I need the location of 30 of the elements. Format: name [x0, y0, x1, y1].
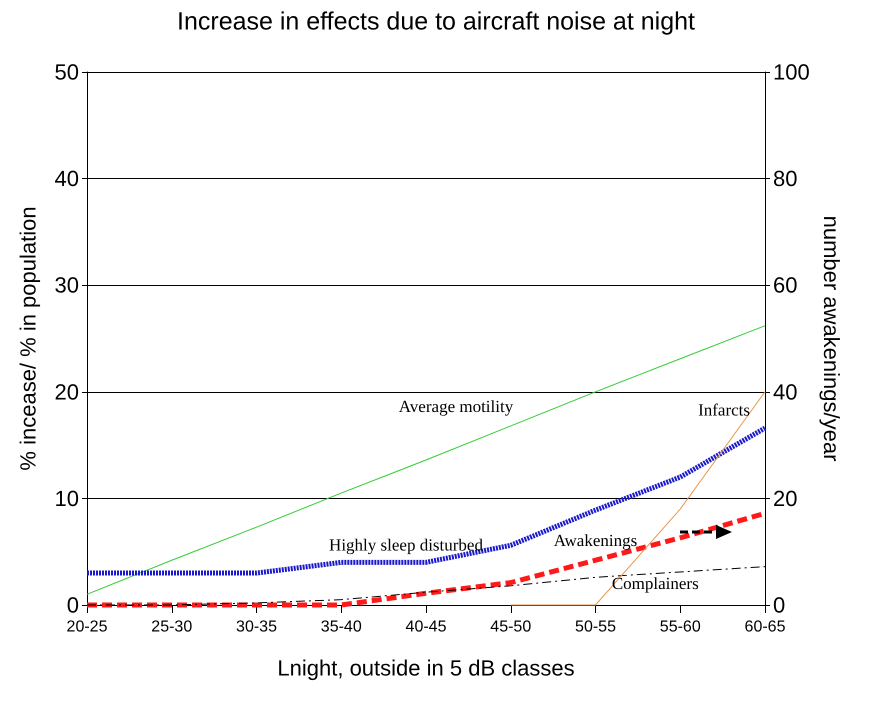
- y2-tick-label: 80: [773, 166, 798, 192]
- y-tick-label: 40: [54, 166, 79, 192]
- y-axis-title: % incease/ % in population: [16, 206, 40, 471]
- x-tick-label: 55-60: [660, 618, 701, 636]
- series-label: Average motility: [398, 397, 514, 416]
- x-tick-label: 20-25: [66, 618, 108, 636]
- x-axis-title: Lnight, outside in 5 dB classes: [277, 656, 575, 680]
- x-tick-label: 45-50: [490, 618, 532, 636]
- y-tick-label: 20: [54, 379, 79, 404]
- series-label: Awakenings: [554, 531, 638, 550]
- x-tick-label: 40-45: [406, 618, 447, 636]
- y-tick-label: 30: [54, 272, 79, 298]
- y2-axis-title: number awakenings/year: [819, 216, 844, 462]
- x-tick-label: 30-35: [236, 618, 278, 636]
- y2-tick-label: 0: [773, 592, 786, 618]
- y-tick-label: 0: [66, 592, 79, 618]
- x-tick-label: 35-40: [320, 618, 362, 636]
- y-tick-label: 10: [54, 486, 79, 511]
- series-label: Complainers: [612, 574, 699, 593]
- x-tick-label: 25-30: [151, 618, 192, 636]
- y2-tick-label: 100: [773, 60, 810, 84]
- x-tick-label: 50-55: [575, 618, 616, 636]
- chart-title: Increase in effects due to aircraft noise at night: [177, 8, 695, 36]
- x-tick-label: 60-65: [744, 618, 786, 636]
- y2-tick-label: 20: [773, 486, 798, 511]
- y2-tick-label: 60: [773, 272, 798, 298]
- y2-tick-label: 40: [773, 379, 798, 404]
- y-tick-label: 50: [54, 60, 79, 84]
- series-label: Infarcts: [698, 400, 750, 420]
- series-label: Highly sleep disturbed: [329, 535, 484, 554]
